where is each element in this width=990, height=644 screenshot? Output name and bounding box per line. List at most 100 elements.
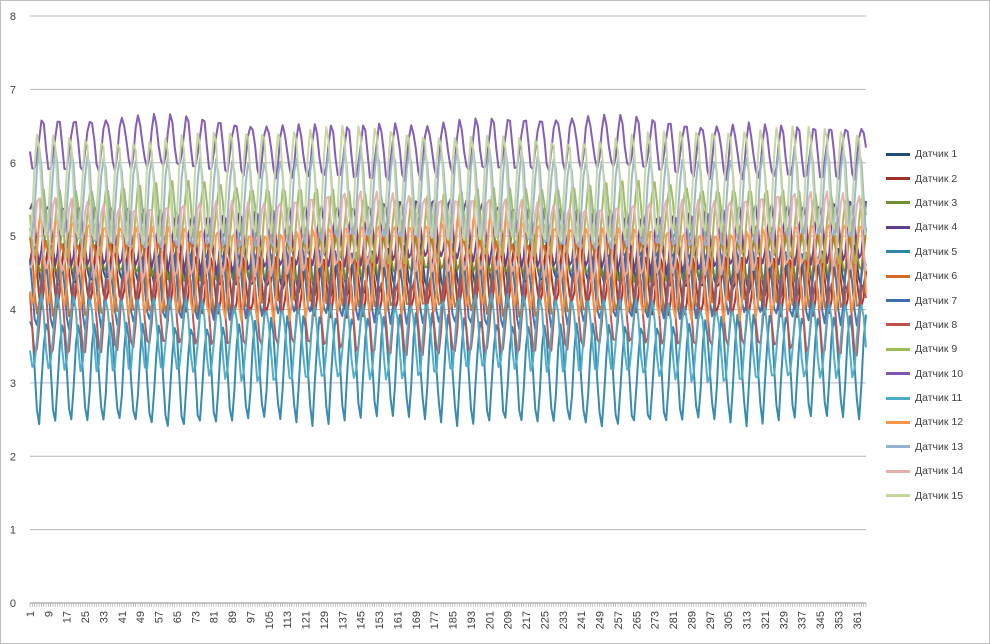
x-tick-label: 281: [668, 611, 680, 629]
legend-label: Датчик 5: [915, 245, 958, 258]
x-tick-label: 289: [686, 611, 698, 629]
x-tick-label: 41: [117, 611, 129, 623]
x-tick-label: 249: [595, 611, 607, 629]
x-tick-label: 121: [301, 611, 313, 629]
legend-label: Датчик 9: [915, 343, 958, 356]
x-tick-label: 33: [98, 611, 110, 623]
x-tick-label: 337: [797, 611, 809, 629]
x-tick-label: 25: [80, 611, 92, 623]
x-tick-label: 81: [209, 611, 221, 623]
series-lines: [29, 112, 867, 428]
x-tick-label: 57: [154, 611, 166, 623]
legend-swatch: [886, 152, 910, 156]
legend-swatch: [886, 201, 910, 205]
legend-item: Датчик 4: [886, 215, 982, 239]
x-tick-label: 313: [742, 611, 754, 629]
legend-label: Датчик 10: [915, 367, 964, 380]
y-tick-label: 5: [10, 231, 16, 243]
y-tick-label: 6: [10, 158, 16, 170]
legend-item: Датчик 10: [886, 362, 982, 386]
x-tick-label: 217: [521, 611, 533, 629]
x-tick-label: 153: [374, 611, 386, 629]
x-tick-label: 177: [429, 611, 441, 629]
legend-swatch: [886, 494, 910, 498]
y-tick-label: 7: [10, 84, 16, 96]
legend-item: Датчик 14: [886, 459, 982, 483]
x-tick-label: 97: [245, 611, 257, 623]
legend-swatch: [886, 250, 910, 254]
legend-swatch: [886, 274, 910, 278]
x-tick-label: 145: [356, 611, 368, 629]
y-tick-label: 4: [10, 305, 16, 317]
x-tick-label: 361: [852, 611, 864, 629]
legend-item: Датчик 6: [886, 264, 982, 288]
x-tick-label: 225: [539, 611, 551, 629]
legend-label: Датчик 14: [915, 465, 964, 478]
legend-item: Датчик 3: [886, 191, 982, 215]
series-line-11: [29, 292, 867, 384]
x-tick-label: 17: [62, 611, 74, 623]
x-tick-label: 73: [190, 611, 202, 623]
series-line-14: [29, 190, 867, 283]
y-tick-label: 2: [10, 451, 16, 463]
x-tick-label: 273: [650, 611, 662, 629]
legend-item: Датчик 9: [886, 337, 982, 361]
x-tick-label: 257: [613, 611, 625, 629]
legend-label: Датчик 4: [915, 221, 958, 234]
x-tick-label: 161: [392, 611, 404, 629]
series-line-15: [29, 124, 867, 246]
x-tick-label: 113: [282, 611, 294, 629]
x-tick-label: 265: [631, 611, 643, 629]
legend-label: Датчик 3: [915, 196, 958, 209]
x-tick-label: 89: [227, 611, 239, 623]
y-tick-label: 8: [10, 11, 16, 23]
x-tick-label: 233: [558, 611, 570, 629]
legend-swatch: [886, 372, 910, 376]
x-tick-label: 193: [466, 611, 478, 629]
legend-swatch: [886, 445, 910, 449]
legend-label: Датчик 7: [915, 294, 958, 307]
legend-label: Датчик 8: [915, 318, 958, 331]
x-tick-label: 65: [172, 611, 184, 623]
legend-swatch: [886, 177, 910, 181]
legend-swatch: [886, 469, 910, 473]
legend-swatch: [886, 347, 910, 351]
legend-label: Датчик 13: [915, 440, 964, 453]
x-tick-label: 345: [815, 611, 827, 629]
legend-item: Датчик 1: [886, 142, 982, 166]
legend-label: Датчик 15: [915, 489, 964, 502]
legend: Датчик 1 Датчик 2 Датчик 3 Датчик 4 Датчик 5…: [886, 142, 982, 508]
legend-item: Датчик 7: [886, 288, 982, 312]
legend-label: Датчик 6: [915, 270, 958, 283]
x-tick-label: 169: [411, 611, 423, 629]
series-line-4: [29, 198, 867, 276]
y-tick-label: 1: [10, 525, 16, 537]
legend-label: Датчик 12: [915, 416, 964, 429]
legend-swatch: [886, 420, 910, 424]
legend-swatch: [886, 323, 910, 327]
legend-item: Датчик 12: [886, 410, 982, 434]
x-tick-label: 185: [448, 611, 460, 629]
legend-swatch: [886, 299, 910, 303]
legend-label: Датчик 1: [915, 148, 958, 161]
x-tick-label: 129: [319, 611, 331, 629]
legend-item: Датчик 2: [886, 166, 982, 190]
legend-item: Датчик 8: [886, 313, 982, 337]
x-tick-label: 321: [760, 611, 772, 629]
y-tick-label: 0: [10, 598, 16, 610]
x-tick-label: 241: [576, 611, 588, 629]
x-tick-label: 105: [264, 611, 276, 629]
legend-label: Датчик 11: [915, 392, 963, 405]
x-tick-label: 9: [43, 611, 55, 617]
x-tick-label: 297: [705, 611, 717, 629]
series-line-5: [29, 312, 867, 428]
x-tick-label: 201: [484, 611, 496, 629]
x-tick-label: 209: [503, 611, 515, 629]
x-tick-label: 1: [25, 611, 37, 617]
legend-label: Датчик 2: [915, 172, 958, 185]
y-tick-label: 3: [10, 378, 16, 390]
legend-swatch: [886, 396, 910, 400]
x-tick-label: 305: [723, 611, 735, 629]
